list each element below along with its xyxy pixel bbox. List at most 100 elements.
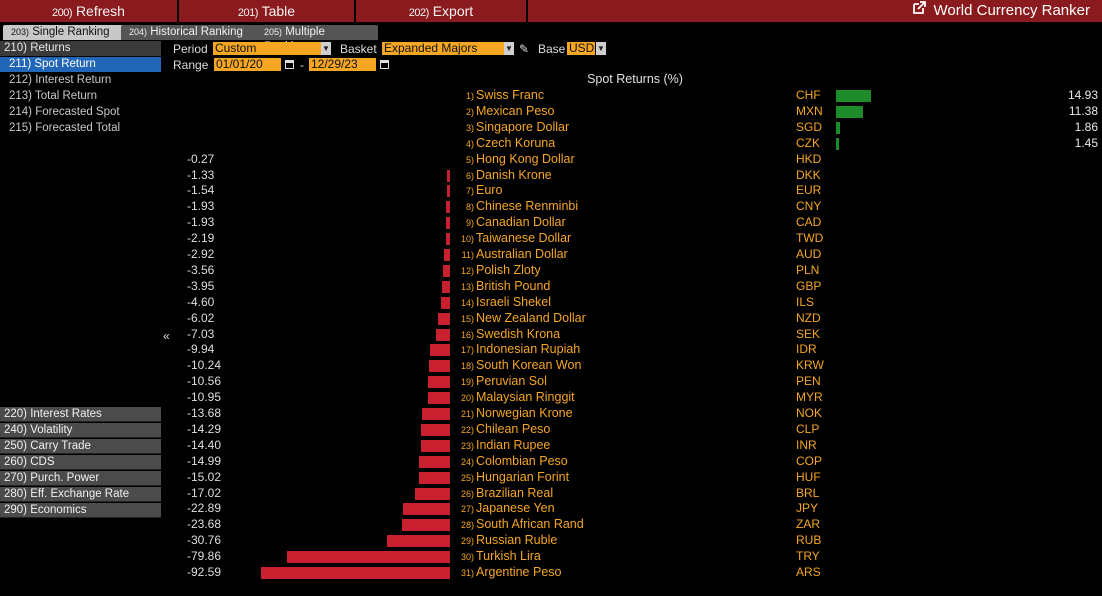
period-select[interactable]: Custom: [213, 42, 321, 55]
ranking-row[interactable]: -2.19 10) Taiwanese Dollar TWD: [0, 231, 1102, 247]
ranking-row[interactable]: 11.38 2) Mexican Peso MXN: [0, 104, 1102, 120]
ranking-row[interactable]: -15.02 25) Hungarian Forint HUF: [0, 470, 1102, 486]
rank-number: 3): [465, 122, 474, 133]
ranking-row[interactable]: -22.89 27) Japanese Yen JPY: [0, 501, 1102, 517]
calendar-icon[interactable]: [380, 59, 389, 69]
ranking-row[interactable]: -6.02 15) New Zealand Dollar NZD: [0, 311, 1102, 327]
ranking-row[interactable]: -10.56 19) Peruvian Sol PEN: [0, 374, 1102, 390]
currency-name[interactable]: Singapore Dollar: [476, 119, 570, 134]
currency-name[interactable]: Swedish Krona: [476, 326, 561, 341]
external-link-icon[interactable]: [912, 0, 926, 22]
currency-name[interactable]: Peruvian Sol: [476, 374, 547, 389]
ranking-row[interactable]: -0.27 5) Hong Kong Dollar HKD: [0, 152, 1102, 168]
currency-name[interactable]: Euro: [476, 183, 503, 198]
collapse-sidebar-icon[interactable]: «: [163, 329, 170, 343]
range-end-input[interactable]: 12/29/23: [309, 58, 376, 71]
ranking-row[interactable]: -10.95 20) Malaysian Ringgit MYR: [0, 390, 1102, 406]
ranking-row[interactable]: -14.99 24) Colombian Peso COP: [0, 454, 1102, 470]
currency-name[interactable]: Indian Rupee: [476, 437, 551, 452]
ranking-row[interactable]: -7.03 16) Swedish Krona SEK: [0, 327, 1102, 343]
currency-name[interactable]: Mexican Peso: [476, 103, 555, 118]
sidebar-item-returns[interactable]: 210) Returns: [0, 41, 161, 56]
chevron-down-icon[interactable]: ▼: [504, 42, 514, 55]
ranking-row[interactable]: 1.45 4) Czech Koruna CZK: [0, 136, 1102, 152]
currency-name[interactable]: Polish Zloty: [476, 262, 541, 277]
currency-name[interactable]: British Pound: [476, 278, 551, 293]
currency-name[interactable]: Chilean Peso: [476, 421, 551, 436]
ranking-row[interactable]: -1.93 9) Canadian Dollar CAD: [0, 215, 1102, 231]
tab-multiple-ranking[interactable]: 205) Multiple Ranking: [256, 25, 378, 53]
chevron-down-icon[interactable]: ▼: [596, 42, 606, 55]
currency-name[interactable]: Colombian Peso: [476, 453, 568, 468]
sidebar-item-economics[interactable]: 290) Economics: [0, 503, 161, 518]
sidebar-item-interest-return[interactable]: 212) Interest Return: [9, 74, 112, 86]
sidebar-item-eff-exchange-rate[interactable]: 280) Eff. Exchange Rate: [0, 487, 161, 502]
currency-name[interactable]: Chinese Renminbi: [476, 199, 579, 214]
sidebar-item-cds[interactable]: 260) CDS: [0, 455, 161, 470]
ranking-row[interactable]: -10.24 18) South Korean Won KRW: [0, 358, 1102, 374]
currency-code: MXN: [796, 103, 823, 118]
table-button[interactable]: 201) Table: [179, 0, 354, 22]
ranking-row[interactable]: -1.54 7) Euro EUR: [0, 183, 1102, 199]
ranking-row[interactable]: -17.02 26) Brazilian Real BRL: [0, 486, 1102, 502]
tab-historical-ranking[interactable]: 204) Historical Ranking: [121, 25, 259, 40]
sidebar-item-forecasted-spot[interactable]: 214) Forecasted Spot: [9, 106, 120, 118]
rank-number: 18): [460, 361, 474, 372]
ranking-row[interactable]: -13.68 21) Norwegian Krone NOK: [0, 406, 1102, 422]
calendar-icon[interactable]: [285, 59, 294, 69]
sidebar-item-carry-trade[interactable]: 250) Carry Trade: [0, 439, 161, 454]
sidebar-item-purch-power[interactable]: 270) Purch. Power: [0, 471, 161, 486]
ranking-row[interactable]: 1.86 3) Singapore Dollar SGD: [0, 120, 1102, 136]
currency-name[interactable]: South African Rand: [476, 517, 584, 532]
currency-name[interactable]: Brazilian Real: [476, 485, 554, 500]
currency-name[interactable]: Australian Dollar: [476, 247, 568, 261]
currency-code: CLP: [796, 421, 820, 436]
tab-single-ranking[interactable]: 203) Single Ranking: [3, 25, 125, 40]
export-button[interactable]: 202) Export: [356, 0, 526, 22]
currency-name[interactable]: Canadian Dollar: [476, 215, 566, 230]
currency-name[interactable]: Argentine Peso: [476, 565, 562, 579]
ranking-row[interactable]: -1.33 6) Danish Krone DKK: [0, 168, 1102, 184]
ranking-row[interactable]: -14.40 23) Indian Rupee INR: [0, 438, 1102, 454]
sidebar-item-interest-rates[interactable]: 220) Interest Rates: [0, 407, 161, 422]
base-select[interactable]: USD: [567, 41, 595, 55]
currency-name[interactable]: Indonesian Rupiah: [476, 342, 581, 357]
currency-name[interactable]: Danish Krone: [476, 167, 552, 182]
ranking-row[interactable]: -14.29 22) Chilean Peso CLP: [0, 422, 1102, 438]
basket-select[interactable]: Expanded Majors: [382, 42, 504, 55]
currency-name[interactable]: Taiwanese Dollar: [476, 231, 572, 246]
currency-name[interactable]: Israeli Shekel: [476, 294, 552, 309]
currency-code: PLN: [796, 262, 820, 277]
ranking-row[interactable]: -92.59 31) Argentine Peso ARS: [0, 565, 1102, 581]
ranking-row[interactable]: -30.76 29) Russian Ruble RUB: [0, 533, 1102, 549]
currency-name[interactable]: Hungarian Forint: [476, 469, 570, 484]
ranking-row[interactable]: 14.93 1) Swiss Franc CHF: [0, 88, 1102, 104]
currency-name[interactable]: Turkish Lira: [476, 549, 541, 564]
sidebar-item-total-return[interactable]: 213) Total Return: [9, 90, 98, 102]
currency-name[interactable]: Hong Kong Dollar: [476, 151, 575, 166]
ranking-row[interactable]: -23.68 28) South African Rand ZAR: [0, 517, 1102, 533]
currency-name[interactable]: Swiss Franc: [476, 88, 545, 102]
ranking-row[interactable]: -9.94 17) Indonesian Rupiah IDR: [0, 342, 1102, 358]
range-start-input[interactable]: 01/01/20: [214, 58, 281, 71]
ranking-row[interactable]: -3.95 13) British Pound GBP: [0, 279, 1102, 295]
currency-name[interactable]: Malaysian Ringgit: [476, 390, 575, 405]
ranking-row[interactable]: -1.93 8) Chinese Renminbi CNY: [0, 199, 1102, 215]
sidebar-item-volatility[interactable]: 240) Volatility: [0, 423, 161, 438]
ranking-row[interactable]: -4.60 14) Israeli Shekel ILS: [0, 295, 1102, 311]
rank-number: 16): [460, 329, 474, 340]
sidebar-item-forecasted-total[interactable]: 215) Forecasted Total: [9, 122, 121, 134]
currency-name[interactable]: Czech Koruna: [476, 135, 556, 150]
currency-name[interactable]: Norwegian Krone: [476, 406, 573, 420]
currency-name[interactable]: New Zealand Dollar: [476, 310, 586, 325]
currency-name[interactable]: Japanese Yen: [476, 501, 555, 516]
pencil-edit-icon[interactable]: ✎: [519, 42, 530, 56]
chevron-down-icon[interactable]: ▼: [321, 42, 331, 55]
ranking-row[interactable]: -2.92 11) Australian Dollar AUD: [0, 247, 1102, 263]
refresh-button[interactable]: 200) Refresh: [0, 0, 177, 22]
currency-name[interactable]: Russian Ruble: [476, 533, 558, 548]
ranking-row[interactable]: -3.56 12) Polish Zloty PLN: [0, 263, 1102, 279]
ranking-row[interactable]: -79.86 30) Turkish Lira TRY: [0, 549, 1102, 565]
currency-name[interactable]: South Korean Won: [476, 358, 582, 373]
sidebar-item-spot-return[interactable]: 211) Spot Return: [0, 57, 161, 72]
